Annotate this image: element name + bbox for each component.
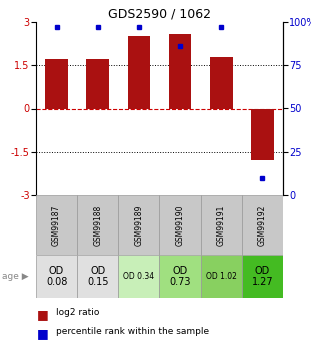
Text: GSM99191: GSM99191 [217, 204, 226, 246]
Text: GSM99192: GSM99192 [258, 204, 267, 246]
Text: OD 0.34: OD 0.34 [123, 272, 155, 281]
Bar [201, 255, 242, 298]
Bar [201, 195, 242, 255]
Text: ■: ■ [37, 308, 49, 322]
Text: age ▶: age ▶ [2, 272, 28, 281]
Title: GDS2590 / 1062: GDS2590 / 1062 [108, 8, 211, 21]
Text: OD 1.02: OD 1.02 [206, 272, 237, 281]
Bar [36, 195, 77, 255]
Bar [118, 255, 160, 298]
Text: OD
0.15: OD 0.15 [87, 266, 109, 287]
Bar [169, 33, 191, 108]
Bar [242, 195, 283, 255]
Text: GSM99190: GSM99190 [176, 204, 185, 246]
Text: GSM99187: GSM99187 [52, 204, 61, 246]
Text: OD
0.08: OD 0.08 [46, 266, 67, 287]
Bar [118, 195, 160, 255]
Bar [45, 59, 68, 108]
Bar [251, 108, 274, 160]
Text: log2 ratio: log2 ratio [56, 308, 99, 317]
Bar [210, 57, 233, 108]
Text: OD
0.73: OD 0.73 [169, 266, 191, 287]
Bar [242, 255, 283, 298]
Bar [160, 255, 201, 298]
Text: percentile rank within the sample: percentile rank within the sample [56, 327, 209, 336]
Text: GSM99189: GSM99189 [134, 204, 143, 246]
Bar [36, 255, 77, 298]
Bar [128, 37, 150, 108]
Bar [86, 59, 109, 108]
Text: ■: ■ [37, 327, 49, 341]
Text: OD
1.27: OD 1.27 [252, 266, 273, 287]
Bar [77, 255, 118, 298]
Bar [77, 195, 118, 255]
Text: GSM99188: GSM99188 [93, 204, 102, 246]
Bar [160, 195, 201, 255]
